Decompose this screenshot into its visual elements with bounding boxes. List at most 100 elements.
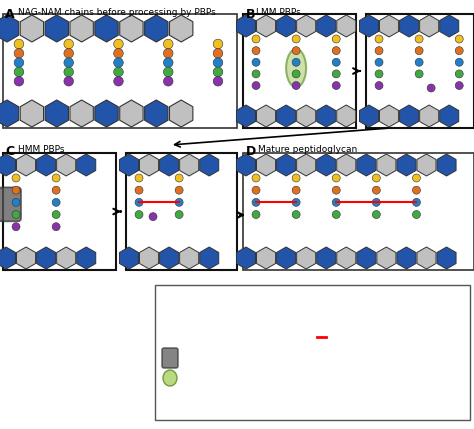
Polygon shape (297, 15, 316, 37)
Text: Mature peptidoglycan: Mature peptidoglycan (258, 145, 357, 154)
Circle shape (12, 211, 20, 218)
Circle shape (332, 174, 340, 182)
Circle shape (135, 198, 143, 206)
Circle shape (412, 186, 420, 194)
Polygon shape (0, 100, 18, 127)
Polygon shape (139, 247, 159, 269)
Circle shape (114, 67, 123, 77)
Polygon shape (337, 15, 356, 37)
Polygon shape (45, 15, 68, 42)
Circle shape (332, 198, 340, 206)
Polygon shape (0, 247, 16, 269)
Polygon shape (45, 100, 68, 127)
Circle shape (164, 332, 173, 341)
Polygon shape (145, 15, 168, 42)
Polygon shape (317, 154, 336, 176)
Text: D-alanyl: D-alanyl (329, 318, 361, 327)
Circle shape (213, 39, 223, 49)
Circle shape (213, 67, 223, 77)
Ellipse shape (286, 49, 306, 87)
FancyBboxPatch shape (3, 14, 237, 128)
Polygon shape (417, 154, 436, 176)
FancyBboxPatch shape (155, 285, 470, 420)
Polygon shape (419, 15, 438, 37)
Circle shape (375, 35, 383, 43)
FancyBboxPatch shape (162, 348, 178, 368)
Circle shape (317, 318, 326, 327)
Circle shape (52, 174, 60, 182)
Circle shape (292, 174, 300, 182)
Ellipse shape (163, 370, 177, 386)
Circle shape (64, 67, 73, 77)
Text: A: A (5, 8, 15, 21)
Circle shape (455, 35, 463, 43)
Circle shape (213, 48, 223, 58)
Polygon shape (180, 154, 199, 176)
Text: HMM PBPs: HMM PBPs (18, 145, 64, 154)
Polygon shape (417, 247, 436, 269)
Polygon shape (164, 304, 173, 314)
Circle shape (332, 186, 340, 194)
Polygon shape (120, 100, 143, 127)
Circle shape (164, 48, 173, 58)
Polygon shape (276, 154, 296, 176)
Circle shape (175, 174, 183, 182)
Polygon shape (95, 100, 118, 127)
Polygon shape (70, 15, 93, 42)
Circle shape (114, 76, 123, 86)
Circle shape (12, 223, 20, 231)
Circle shape (373, 211, 380, 218)
Circle shape (12, 198, 20, 206)
Polygon shape (56, 247, 76, 269)
Polygon shape (357, 154, 376, 176)
Circle shape (375, 70, 383, 78)
Circle shape (332, 211, 340, 218)
Polygon shape (120, 15, 143, 42)
Polygon shape (397, 154, 416, 176)
Circle shape (252, 82, 260, 90)
Circle shape (14, 48, 24, 58)
FancyBboxPatch shape (366, 14, 474, 128)
Circle shape (415, 47, 423, 54)
Polygon shape (17, 247, 36, 269)
Polygon shape (160, 247, 179, 269)
Circle shape (14, 58, 24, 67)
Polygon shape (95, 15, 118, 42)
Polygon shape (297, 154, 316, 176)
Polygon shape (437, 154, 456, 176)
Polygon shape (380, 105, 399, 127)
Polygon shape (119, 154, 138, 176)
Circle shape (292, 198, 300, 206)
Circle shape (175, 211, 183, 218)
Polygon shape (237, 247, 255, 269)
Circle shape (375, 82, 383, 90)
Circle shape (332, 47, 340, 54)
Circle shape (12, 186, 20, 194)
FancyBboxPatch shape (0, 187, 21, 221)
Circle shape (252, 70, 260, 78)
Circle shape (52, 198, 60, 206)
Polygon shape (256, 105, 275, 127)
Text: L-alanine: L-alanine (176, 318, 211, 327)
Circle shape (252, 35, 260, 43)
Polygon shape (256, 247, 275, 269)
Text: D-alanine: D-alanine (329, 305, 366, 314)
Polygon shape (70, 100, 93, 127)
Polygon shape (17, 154, 36, 176)
Polygon shape (437, 247, 456, 269)
Polygon shape (317, 105, 336, 127)
Circle shape (64, 58, 73, 67)
Circle shape (164, 318, 173, 327)
Polygon shape (0, 15, 18, 42)
FancyBboxPatch shape (3, 153, 116, 270)
Circle shape (252, 186, 260, 194)
Circle shape (252, 198, 260, 206)
Circle shape (114, 48, 123, 58)
Circle shape (64, 76, 73, 86)
Circle shape (292, 211, 300, 218)
Text: D-glutamate: D-glutamate (176, 332, 224, 341)
Polygon shape (400, 15, 419, 37)
FancyBboxPatch shape (243, 14, 356, 128)
Circle shape (12, 174, 20, 182)
Circle shape (292, 70, 300, 78)
